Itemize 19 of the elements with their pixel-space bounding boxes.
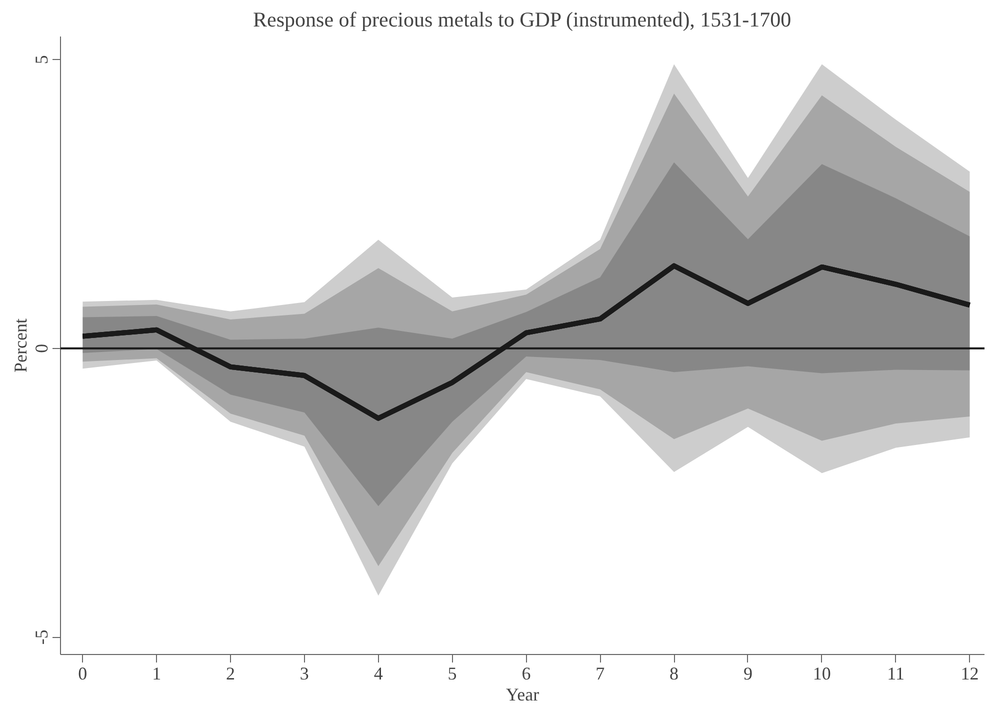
x-tick-label: 5 <box>448 664 457 684</box>
x-tick-label: 9 <box>743 664 752 684</box>
x-tick-label: 3 <box>300 664 309 684</box>
x-tick-label: 1 <box>152 664 162 684</box>
y-tick-label: 0 <box>32 344 52 353</box>
y-tick-label: -5 <box>32 630 52 645</box>
x-tick-label: 6 <box>522 664 531 684</box>
x-tick-label: 12 <box>960 664 979 684</box>
y-axis-title: Percent <box>10 318 30 372</box>
chart-title: Response of precious metals to GDP (instrumented), 1531-1700 <box>253 8 792 32</box>
x-tick-label: 8 <box>670 664 679 684</box>
x-tick-label: 0 <box>78 664 88 684</box>
y-tick-label: 5 <box>32 55 52 64</box>
x-tick-label: 4 <box>374 664 383 684</box>
x-tick-label: 11 <box>887 664 904 684</box>
x-tick-label: 2 <box>226 664 236 684</box>
x-tick-label: 10 <box>812 664 831 684</box>
x-tick-label: 7 <box>596 664 605 684</box>
x-axis-title: Year <box>506 684 540 704</box>
